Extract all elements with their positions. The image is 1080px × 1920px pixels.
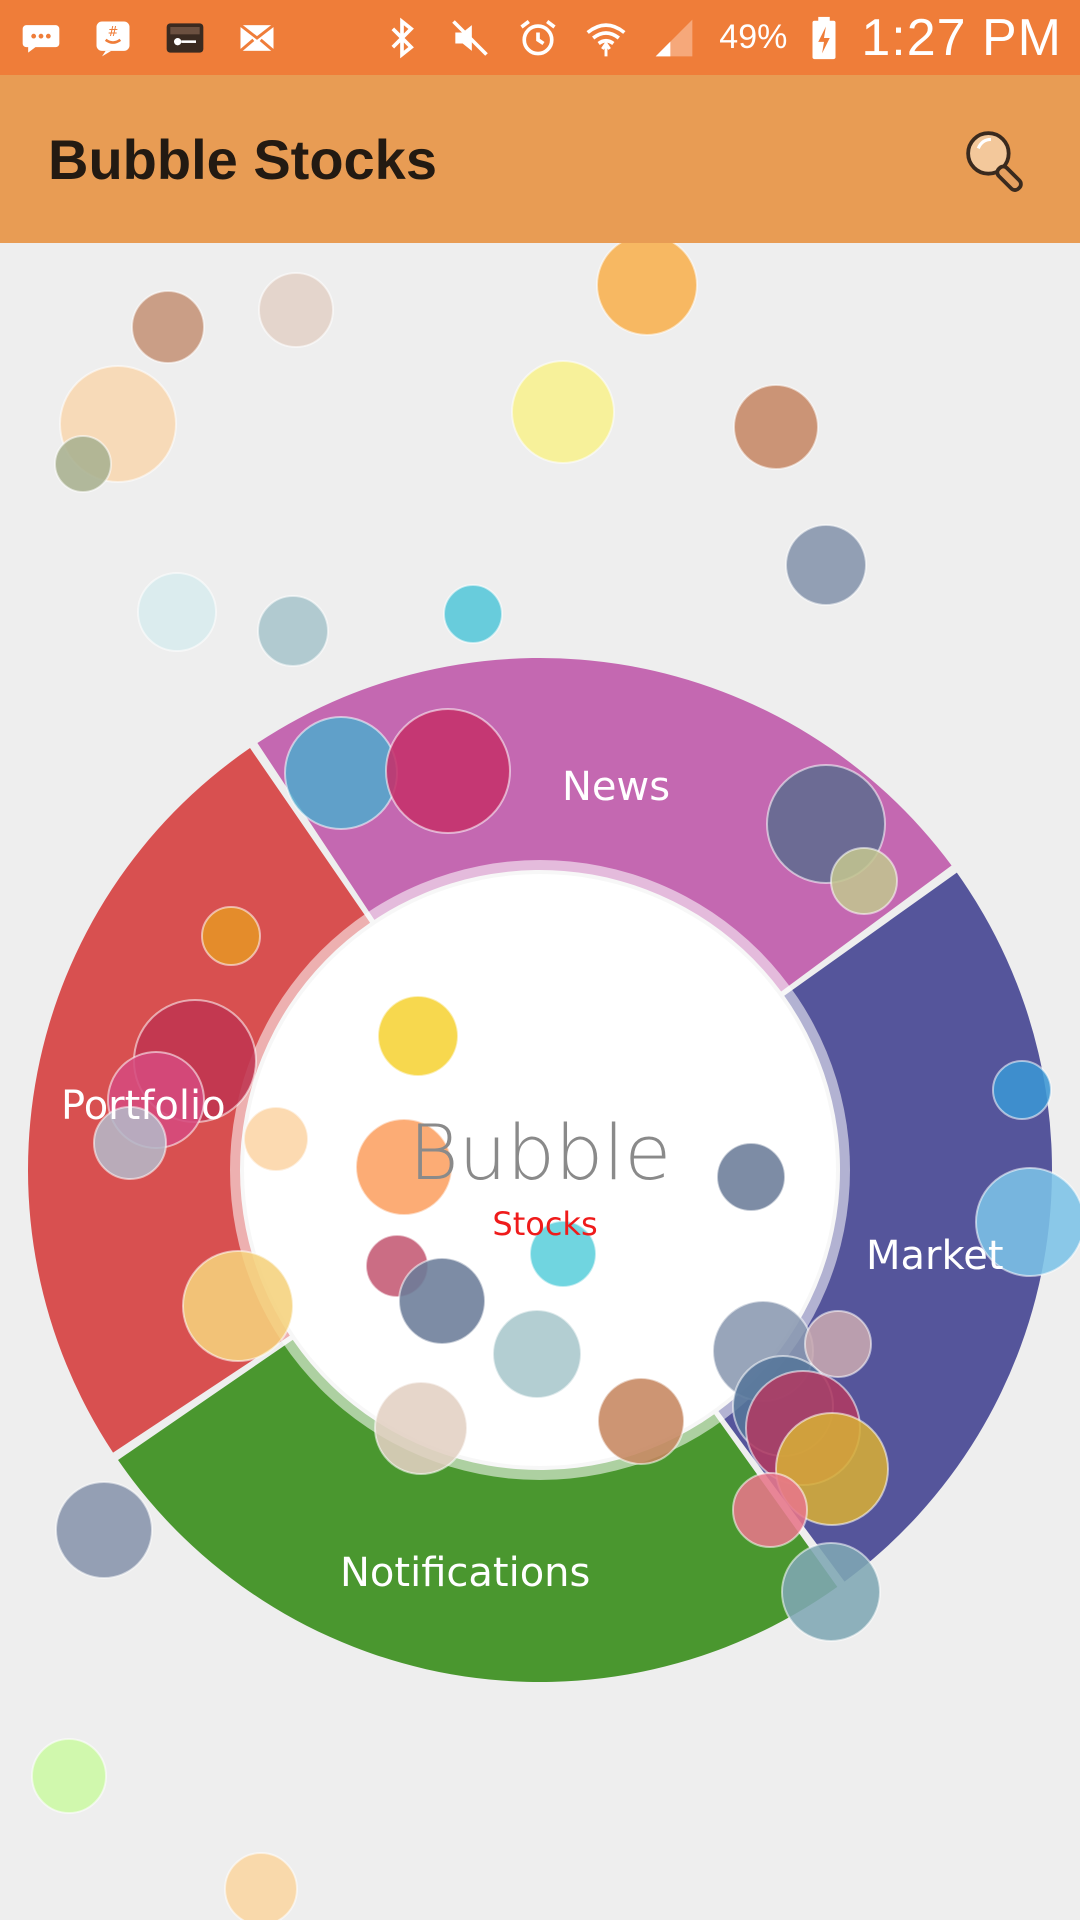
stock-bubble[interactable] (975, 1167, 1080, 1277)
center-title: Bubble (408, 1108, 672, 1197)
battery-charging-icon (809, 15, 839, 61)
stock-bubble[interactable] (182, 1250, 294, 1362)
stock-bubble[interactable] (224, 1852, 298, 1920)
stock-bubble[interactable] (284, 716, 398, 830)
stock-bubble[interactable] (54, 435, 112, 493)
segment-label-market[interactable]: Market (866, 1233, 1004, 1279)
status-left-icons: # (18, 15, 280, 61)
signal-icon (651, 15, 697, 61)
vibrate-mute-icon (447, 15, 493, 61)
stock-bubble[interactable] (733, 384, 819, 470)
app-bar: Bubble Stocks (0, 75, 1080, 243)
status-bar: # 49% 1:27 PM (0, 0, 1080, 75)
mail-icon (234, 15, 280, 61)
stock-bubble[interactable] (374, 1381, 468, 1475)
stock-bubble[interactable] (511, 360, 615, 464)
center-subtitle: Stocks (492, 1205, 598, 1243)
stock-bubble[interactable] (830, 847, 898, 915)
wifi-icon (583, 15, 629, 61)
segment-label-news[interactable]: News (562, 764, 671, 810)
stock-bubble[interactable] (443, 584, 503, 644)
stock-bubble[interactable] (93, 1106, 167, 1180)
segment-label-portfolio[interactable]: Portfolio (61, 1083, 226, 1129)
stock-bubble[interactable] (377, 995, 459, 1077)
stock-bubble[interactable] (597, 1377, 685, 1465)
bluetooth-icon (379, 15, 425, 61)
stock-bubble[interactable] (137, 572, 217, 652)
battery-percent: 49% (719, 18, 788, 56)
status-time: 1:27 PM (861, 8, 1062, 67)
stock-bubble[interactable] (732, 1472, 808, 1548)
stock-bubble[interactable] (201, 906, 261, 966)
stock-bubble[interactable] (355, 1118, 453, 1216)
bubble-canvas: News Market Notifications Portfolio Bubb… (0, 243, 1080, 1920)
stock-bubble[interactable] (785, 524, 867, 606)
status-right-icons: 49% 1:27 PM (379, 8, 1062, 68)
app-title: Bubble Stocks (48, 127, 437, 191)
alarm-icon (515, 15, 561, 61)
stock-bubble[interactable] (716, 1142, 786, 1212)
stock-bubble[interactable] (31, 1738, 107, 1814)
hashtag-face-icon: # (90, 15, 136, 61)
stock-bubble[interactable] (385, 708, 511, 834)
chat-bubble-icon (18, 15, 64, 61)
key-card-icon (162, 15, 208, 61)
stock-bubble[interactable] (804, 1310, 872, 1378)
wheel-svg (27, 243, 1080, 1920)
stock-bubble[interactable] (529, 1220, 597, 1288)
segment-notifications[interactable] (118, 1339, 838, 1682)
stock-bubble[interactable] (243, 1106, 309, 1172)
stock-bubble[interactable] (781, 1542, 881, 1642)
svg-text:#: # (108, 25, 119, 40)
stock-bubble[interactable] (131, 290, 205, 364)
stock-bubble[interactable] (596, 243, 698, 336)
segment-label-notifications[interactable]: Notifications (340, 1550, 591, 1596)
stock-bubble[interactable] (55, 1481, 153, 1579)
stock-bubble[interactable] (492, 1309, 582, 1399)
search-icon (966, 131, 1023, 192)
stock-bubble[interactable] (992, 1060, 1052, 1120)
stock-bubble[interactable] (398, 1257, 486, 1345)
stock-bubble[interactable] (258, 272, 334, 348)
stock-bubble[interactable] (257, 595, 329, 667)
search-button[interactable] (956, 121, 1036, 201)
